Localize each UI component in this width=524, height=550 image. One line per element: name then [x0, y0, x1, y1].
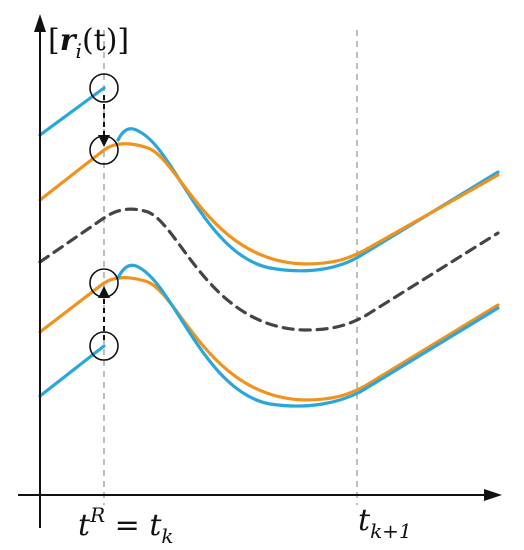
upper-blue-curve [38, 86, 106, 137]
up-arrowhead [98, 286, 110, 298]
middle-dashed-curve [38, 207, 500, 332]
x-tick-label-tk: tR = tk [78, 503, 174, 548]
y-axis-arrowhead [34, 14, 46, 32]
y-axis-label: [ri(t)] [48, 23, 129, 63]
upper-start-marker [89, 73, 119, 103]
upper-orange-curve [38, 142, 500, 266]
markers-group [89, 73, 119, 361]
reset-arrows [98, 95, 110, 340]
lower-blue-curve [38, 344, 106, 398]
down-arrowhead [98, 135, 110, 147]
lower-blue-curve [116, 263, 500, 408]
lower-reset-marker [89, 268, 119, 298]
lower-orange-curve [38, 276, 500, 402]
upper-blue-curve [116, 127, 500, 273]
upper-reset-marker [89, 135, 119, 165]
lower-start-marker [89, 331, 119, 361]
curves-group [38, 86, 500, 408]
x-tick-label-tk1: tk+1 [358, 503, 412, 543]
x-axis-arrowhead [484, 489, 502, 501]
axes [18, 14, 502, 528]
